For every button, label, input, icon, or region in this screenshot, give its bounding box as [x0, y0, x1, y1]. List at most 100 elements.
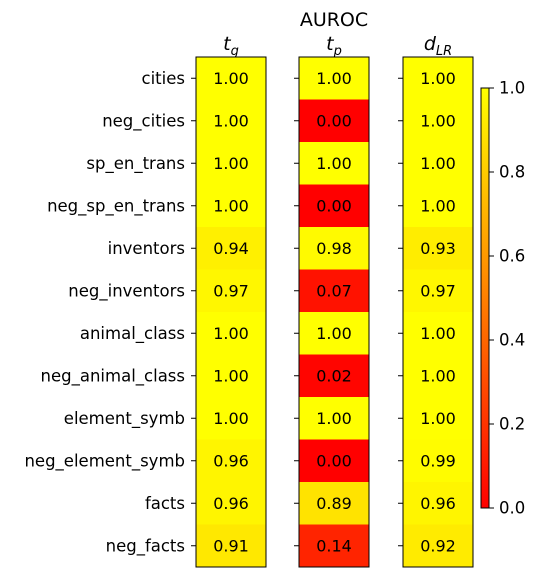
colorbar-tick-label: 0.6	[499, 247, 525, 266]
colorbar-tick-label: 0.4	[499, 331, 525, 350]
heatmap-column-d_LR: dLR 1.00 1.00 1.00 1.00 0.93 0.97 1.00 1.00 1.00 0…	[402, 33, 474, 568]
row-label-element_symb: element_symb	[64, 409, 185, 429]
heatmap-cell	[299, 482, 369, 525]
row-label-neg_sp_en_trans: neg_sp_en_trans	[47, 196, 185, 216]
cell-value-label: 1.00	[316, 409, 352, 428]
cell-value-label: 0.92	[420, 536, 456, 555]
chart-title: AUROC	[300, 9, 368, 31]
cell-value-label: 1.00	[420, 154, 456, 173]
cell-value-label: 0.93	[420, 239, 456, 258]
cell-value-label: 0.99	[420, 451, 456, 470]
panel-frame	[298, 56, 370, 568]
cell-value-label: 1.00	[316, 324, 352, 343]
panel-frame	[195, 56, 267, 568]
row-label-animal_class: animal_class	[80, 324, 185, 344]
heatmap-cell	[403, 269, 473, 313]
cell-value-label: 0.96	[420, 494, 456, 513]
cell-value-label: 0.02	[316, 366, 352, 385]
cell-value-label: 1.00	[420, 409, 456, 428]
colorbar: 0.0 0.2 0.4 0.6 0.8 1.0	[480, 79, 525, 518]
heatmap-cell	[299, 184, 369, 228]
cell-value-label: 1.00	[213, 111, 249, 130]
heatmap-column-t_p: tp 1.00 0.00 1.00 0.00 0.98 0.07 1.00 0.02 1.00 0.…	[298, 33, 370, 568]
heatmap-cell	[196, 269, 266, 313]
row-label-neg_animal_class: neg_animal_class	[41, 366, 185, 386]
cell-value-label: 0.89	[316, 494, 352, 513]
cell-value-label: 1.00	[213, 69, 249, 88]
heatmap-cell	[196, 439, 266, 483]
heatmap-cell	[299, 57, 369, 100]
heatmap-cell	[299, 227, 369, 270]
heatmap-cell	[403, 57, 473, 100]
cell-value-label: 1.00	[316, 69, 352, 88]
cell-value-label: 1.00	[316, 154, 352, 173]
row-label-neg_cities: neg_cities	[102, 111, 185, 131]
heatmap-cell	[196, 354, 266, 398]
heatmap-cell	[299, 142, 369, 185]
heatmap-panels: cities neg_cities sp_en_trans neg_sp_en_tra…	[24, 33, 474, 568]
heatmap-cell	[403, 99, 473, 143]
cell-value-label: 0.96	[213, 494, 249, 513]
colorbar-tick-label: 0.0	[499, 499, 525, 518]
heatmap-cell	[196, 184, 266, 228]
colorbar-tick-label: 0.8	[499, 163, 525, 182]
cell-value-label: 1.00	[213, 196, 249, 215]
cell-value-label: 1.00	[213, 366, 249, 385]
heatmap-cell	[403, 142, 473, 185]
row-label-neg_inventors: neg_inventors	[68, 281, 185, 301]
cell-value-label: 1.00	[213, 409, 249, 428]
heatmap-cell	[403, 354, 473, 398]
heatmap-cell	[403, 524, 473, 568]
heatmap-cell	[299, 99, 369, 143]
row-label-neg_facts: neg_facts	[106, 536, 185, 556]
cell-value-label: 0.00	[316, 451, 352, 470]
heatmap-cell	[299, 439, 369, 483]
row-label-cities: cities	[142, 69, 185, 88]
heatmap-cell	[196, 99, 266, 143]
heatmap-cell	[403, 482, 473, 525]
row-label-facts: facts	[145, 494, 185, 513]
colorbar-gradient	[480, 87, 490, 509]
cell-value-label: 0.00	[316, 111, 352, 130]
heatmap-cell	[196, 312, 266, 355]
heatmap-cell	[299, 354, 369, 398]
cell-value-label: 0.14	[316, 536, 352, 555]
cell-value-label: 1.00	[420, 366, 456, 385]
heatmap-cell	[196, 57, 266, 100]
column-header: tg	[223, 33, 239, 59]
cell-value-label: 0.94	[213, 239, 249, 258]
cell-value-label: 1.00	[420, 324, 456, 343]
heatmap-column-t_g: tg 1.00 1.00 1.00 1.00 0.94 0.97 1.00 1.00 1.00 0.…	[195, 33, 267, 568]
cell-value-label: 1.00	[420, 69, 456, 88]
colorbar-tick-label: 0.2	[499, 415, 525, 434]
heatmap-cell	[299, 269, 369, 313]
column-header: tp	[326, 33, 342, 59]
row-label-inventors: inventors	[108, 239, 185, 258]
cell-value-label: 0.07	[316, 281, 352, 300]
row-label-neg_element_symb: neg_element_symb	[24, 451, 185, 471]
heatmap-cell	[196, 227, 266, 270]
cell-value-label: 0.96	[213, 451, 249, 470]
heatmap-cell	[196, 524, 266, 568]
cell-value-label: 0.98	[316, 239, 352, 258]
colorbar-tick-label: 1.0	[499, 79, 525, 98]
cell-value-label: 0.91	[213, 536, 249, 555]
heatmap-cell	[403, 312, 473, 355]
heatmap-cell	[403, 184, 473, 228]
cell-value-label: 1.00	[420, 196, 456, 215]
cell-value-label: 0.97	[420, 281, 456, 300]
cell-value-label: 0.00	[316, 196, 352, 215]
cell-value-label: 1.00	[213, 324, 249, 343]
row-label-sp_en_trans: sp_en_trans	[86, 154, 185, 174]
heatmap-cell	[196, 482, 266, 525]
heatmap-cell	[403, 227, 473, 270]
heatmap-cell	[196, 142, 266, 185]
heatmap-cell	[196, 397, 266, 440]
cell-value-label: 0.97	[213, 281, 249, 300]
heatmap-cell	[403, 397, 473, 440]
heatmap-cell	[299, 524, 369, 568]
cell-value-label: 1.00	[420, 111, 456, 130]
column-header: dLR	[424, 33, 452, 59]
panel-frame	[402, 56, 474, 568]
